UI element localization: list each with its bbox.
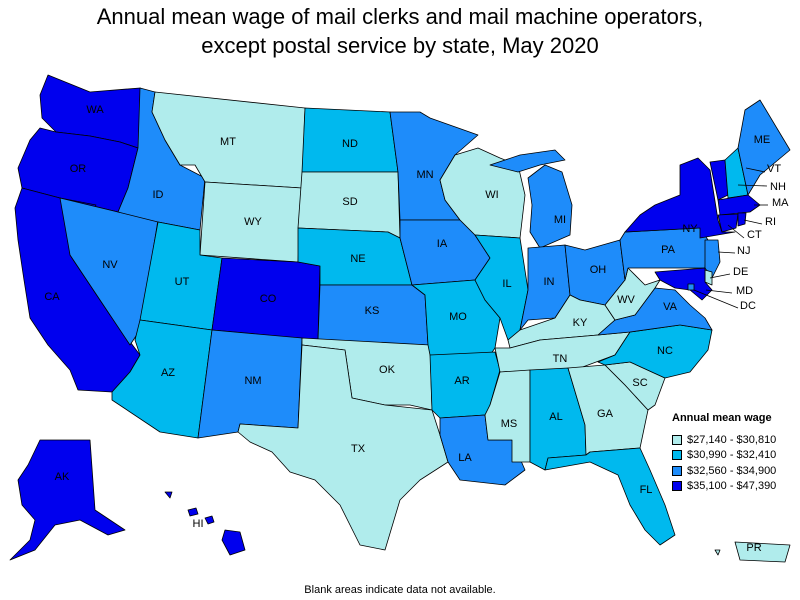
legend-swatch <box>672 450 682 461</box>
state-label-wv: WV <box>617 294 635 306</box>
state-label-ny: NY <box>682 223 698 235</box>
legend-label: $30,990 - $32,410 <box>687 449 777 462</box>
state-label-ok: OK <box>379 364 396 376</box>
state-ct[interactable] <box>717 213 739 233</box>
state-nc[interactable] <box>597 324 713 379</box>
state-pr[interactable] <box>714 541 791 563</box>
state-label-wa: WA <box>86 104 104 116</box>
state-tx[interactable] <box>237 344 449 551</box>
state-label-az: AZ <box>161 367 175 379</box>
state-label-co: CO <box>260 293 277 305</box>
state-label-va: VA <box>663 301 678 313</box>
state-label-tn: TN <box>553 353 568 365</box>
legend-swatch <box>672 481 682 492</box>
state-label-nm: NM <box>244 375 261 387</box>
state-label-nh: NH <box>770 181 786 193</box>
state-label-mt: MT <box>220 136 236 148</box>
state-label-sc: SC <box>632 377 647 389</box>
state-label-me: ME <box>754 134 771 146</box>
state-label-in: IN <box>544 276 555 288</box>
state-label-fl: FL <box>640 484 653 496</box>
state-ak[interactable] <box>9 439 126 561</box>
state-dc[interactable] <box>687 283 695 291</box>
state-ny[interactable] <box>624 157 736 239</box>
state-label-ak: AK <box>55 471 70 483</box>
state-label-dc: DC <box>740 300 756 312</box>
state-label-tx: TX <box>351 443 366 455</box>
state-fl[interactable] <box>544 447 676 546</box>
state-label-nj: NJ <box>737 245 750 257</box>
state-label-nd: ND <box>342 138 358 150</box>
callout-lines <box>693 167 768 309</box>
state-label-de: DE <box>733 266 748 278</box>
state-labels: WA OR CA NV ID MT WY UT AZ CO NM ND SD NE KS OK TX MN IA MO… <box>44 104 789 554</box>
legend-title: Annual mean wage <box>672 412 772 424</box>
state-label-ut: UT <box>175 276 190 288</box>
state-ma[interactable] <box>717 194 761 216</box>
state-nj[interactable] <box>704 239 721 279</box>
map-title: Annual mean wage of mail clerks and mail… <box>0 2 800 60</box>
state-label-ca: CA <box>44 291 60 303</box>
state-label-sd: SD <box>342 196 357 208</box>
legend-item: $30,990 - $32,410 <box>672 448 798 464</box>
legend: Annual mean wage $27,140 - $30,810 $30,9… <box>672 412 798 494</box>
state-label-al: AL <box>549 411 562 423</box>
state-il[interactable] <box>474 234 529 341</box>
state-label-oh: OH <box>590 264 607 276</box>
state-md[interactable] <box>654 267 713 301</box>
state-label-ne: NE <box>350 253 365 265</box>
state-label-pa: PA <box>661 244 676 256</box>
legend-swatch <box>672 465 682 476</box>
state-label-ar: AR <box>454 375 469 387</box>
state-label-pr: PR <box>746 542 761 554</box>
legend-label: $35,100 - $47,390 <box>687 480 777 493</box>
state-label-nc: NC <box>657 345 673 357</box>
legend-label: $32,560 - $34,900 <box>687 464 777 477</box>
state-label-mn: MN <box>416 169 433 181</box>
state-label-ct: CT <box>747 229 762 241</box>
state-label-id: ID <box>153 189 164 201</box>
state-label-la: LA <box>458 452 472 464</box>
state-label-ga: GA <box>597 408 614 420</box>
state-label-ia: IA <box>437 238 448 250</box>
state-label-md: MD <box>736 285 753 297</box>
footnote: Blank areas indicate data not available. <box>304 584 496 596</box>
legend-item: $27,140 - $30,810 <box>672 432 798 448</box>
state-hi[interactable] <box>164 491 246 556</box>
state-label-mi: MI <box>554 214 566 226</box>
state-ri[interactable] <box>737 212 747 227</box>
state-label-ma: MA <box>772 197 789 209</box>
map-title-line-1: Annual mean wage of mail clerks and mail… <box>96 4 704 29</box>
state-label-ms: MS <box>501 418 518 430</box>
state-me[interactable] <box>737 99 791 196</box>
state-label-mo: MO <box>449 311 467 323</box>
state-label-or: OR <box>70 163 87 175</box>
state-label-nv: NV <box>102 259 118 271</box>
legend-swatch <box>672 434 682 445</box>
legend-item: $35,100 - $47,390 <box>672 479 798 495</box>
state-label-ri: RI <box>765 216 776 228</box>
legend-label: $27,140 - $30,810 <box>687 433 777 446</box>
state-label-vt: VT <box>767 163 781 175</box>
state-label-ky: KY <box>573 317 588 329</box>
state-label-il: IL <box>502 278 511 290</box>
state-label-wi: WI <box>485 189 498 201</box>
state-label-ks: KS <box>365 305 380 317</box>
map-title-line-2: except postal service by state, May 2020 <box>201 33 599 58</box>
state-label-wy: WY <box>244 216 262 228</box>
legend-item: $32,560 - $34,900 <box>672 463 798 479</box>
state-mi[interactable] <box>489 149 573 249</box>
state-label-hi: HI <box>193 518 204 530</box>
